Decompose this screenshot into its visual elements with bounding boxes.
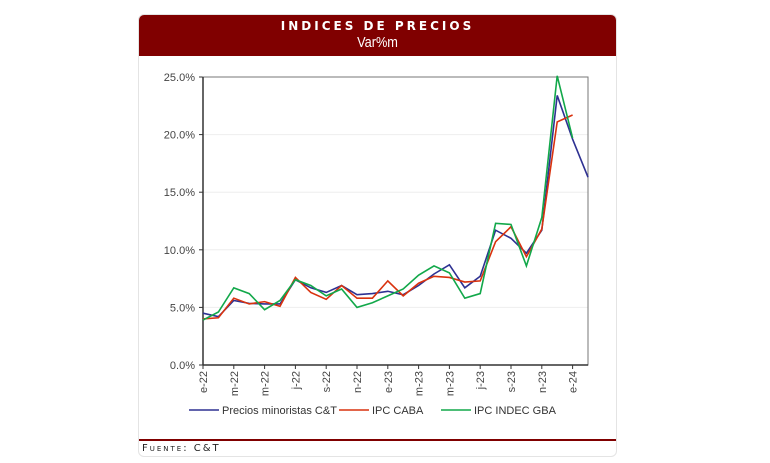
series-line-0 xyxy=(202,95,589,318)
chart-header: INDICES DE PRECIOS Var%m xyxy=(139,15,616,56)
x-tick-label: m-22 xyxy=(229,371,241,396)
x-tick-label: n-22 xyxy=(352,371,364,393)
legend-label: IPC CABA xyxy=(372,405,424,417)
chart-title: INDICES DE PRECIOS xyxy=(280,19,475,33)
series-line-1 xyxy=(202,114,573,320)
x-tick-label: e-24 xyxy=(568,371,580,393)
legend-label: IPC INDEC GBA xyxy=(474,405,557,417)
y-tick-label: 25.0% xyxy=(164,72,195,84)
line-chart: 0.0% 5.0% 10.0% 15.0% 20.0% 25.0% e-22 m-22 m-22… xyxy=(164,72,589,417)
y-tick-label: 15.0% xyxy=(164,187,195,199)
y-tick-label: 10.0% xyxy=(164,245,195,257)
series-line-2 xyxy=(202,75,574,321)
x-tick-label: e-23 xyxy=(383,371,395,393)
x-tick-label: j-23 xyxy=(475,371,487,390)
x-tick-label: m-23 xyxy=(444,371,456,396)
x-tick-label: s-23 xyxy=(506,371,518,392)
x-tick-label: e-22 xyxy=(198,371,210,393)
footer-divider xyxy=(139,439,616,441)
x-tick-label: m-23 xyxy=(414,371,426,396)
x-tick-label: j-22 xyxy=(290,371,302,390)
x-tick-label: m-22 xyxy=(260,371,272,396)
plot-border xyxy=(202,76,589,366)
source-note: Fuente: C&T xyxy=(142,443,221,454)
legend-label: Precios minoristas C&T xyxy=(222,405,337,417)
x-tick-label: n-23 xyxy=(537,371,549,393)
y-tick-label: 5.0% xyxy=(170,302,195,314)
y-tick-label: 0.0% xyxy=(170,360,195,372)
y-tick-label: 20.0% xyxy=(164,130,195,142)
chart-card: INDICES DE PRECIOS Var%m 0.0% 5.0% 10.0% 15… xyxy=(138,14,617,457)
x-tick-label: s-22 xyxy=(321,371,333,392)
chart-subtitle: Var%m xyxy=(357,34,398,51)
